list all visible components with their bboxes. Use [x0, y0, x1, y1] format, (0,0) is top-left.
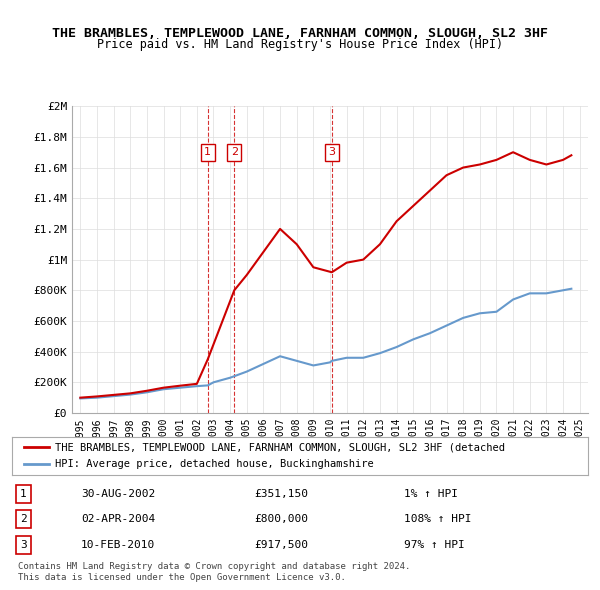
Text: 02-APR-2004: 02-APR-2004	[81, 514, 155, 525]
Text: THE BRAMBLES, TEMPLEWOOD LANE, FARNHAM COMMON, SLOUGH, SL2 3HF: THE BRAMBLES, TEMPLEWOOD LANE, FARNHAM C…	[52, 27, 548, 40]
Text: HPI: Average price, detached house, Buckinghamshire: HPI: Average price, detached house, Buck…	[55, 459, 374, 469]
Text: 1: 1	[205, 148, 211, 157]
Text: 2: 2	[231, 148, 238, 157]
Text: £800,000: £800,000	[254, 514, 308, 525]
Text: £351,150: £351,150	[254, 489, 308, 499]
Text: 2: 2	[20, 514, 27, 525]
Text: 10-FEB-2010: 10-FEB-2010	[81, 540, 155, 550]
Text: £917,500: £917,500	[254, 540, 308, 550]
Text: 3: 3	[328, 148, 335, 157]
Text: 1: 1	[20, 489, 27, 499]
Text: Contains HM Land Registry data © Crown copyright and database right 2024.: Contains HM Land Registry data © Crown c…	[18, 562, 410, 571]
Text: THE BRAMBLES, TEMPLEWOOD LANE, FARNHAM COMMON, SLOUGH, SL2 3HF (detached: THE BRAMBLES, TEMPLEWOOD LANE, FARNHAM C…	[55, 442, 505, 453]
Text: Price paid vs. HM Land Registry's House Price Index (HPI): Price paid vs. HM Land Registry's House …	[97, 38, 503, 51]
Text: 1% ↑ HPI: 1% ↑ HPI	[404, 489, 458, 499]
Text: 97% ↑ HPI: 97% ↑ HPI	[404, 540, 464, 550]
Text: This data is licensed under the Open Government Licence v3.0.: This data is licensed under the Open Gov…	[18, 573, 346, 582]
Text: 30-AUG-2002: 30-AUG-2002	[81, 489, 155, 499]
Text: 3: 3	[20, 540, 27, 550]
Text: 108% ↑ HPI: 108% ↑ HPI	[404, 514, 471, 525]
